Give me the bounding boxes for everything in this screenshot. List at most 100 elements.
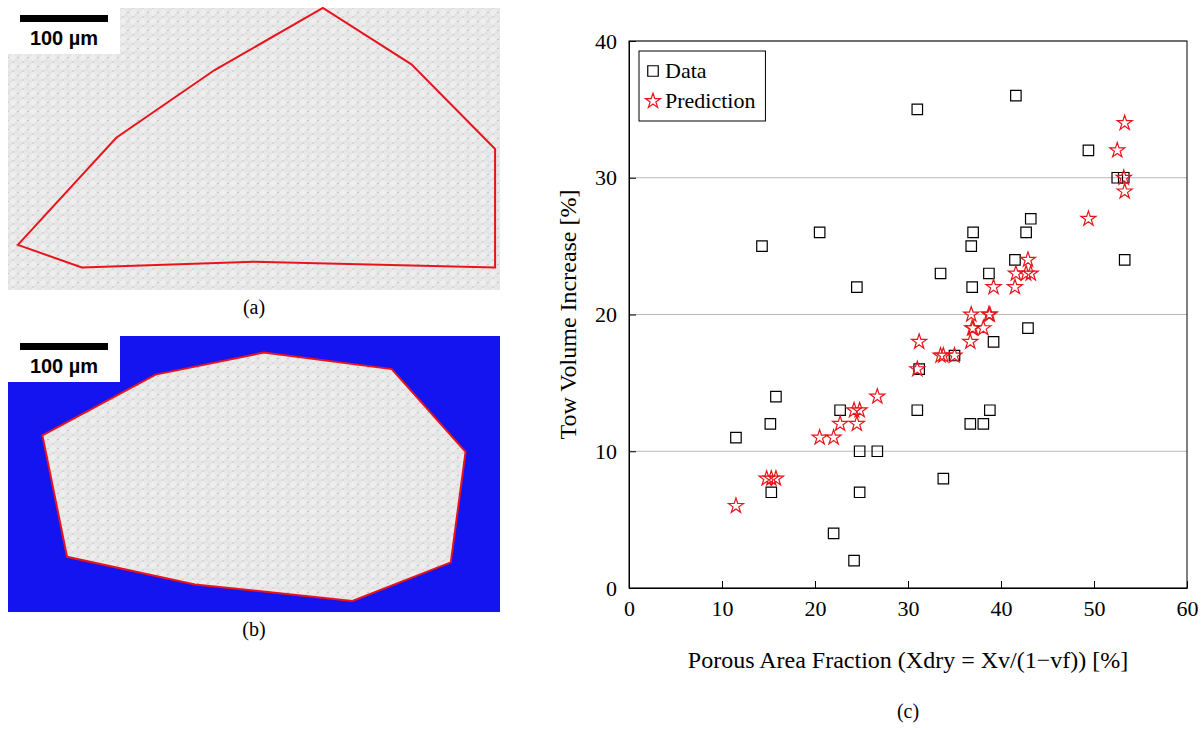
point [1020,252,1035,266]
point [757,241,767,251]
tick-label: 20 [805,596,827,621]
tick-mark [629,41,636,42]
point [872,446,882,456]
point [978,419,988,429]
tick: 10 [595,439,636,464]
axis: 0102030405060 [624,581,1199,621]
tick-label: 40 [991,596,1013,621]
point [812,430,827,444]
point [854,487,864,497]
image-panel: 100 µm [8,8,500,290]
point [912,405,922,415]
legend-label: Data [665,58,707,83]
point [771,391,781,401]
point [852,402,867,416]
point [768,471,783,485]
tick-mark [1001,581,1002,588]
y-axis-title: Tow Volume Increase [%] [555,189,581,439]
plot-frame [629,41,1187,588]
point [984,268,994,278]
point [1083,145,1093,155]
point [981,307,996,321]
point [966,241,976,251]
tick-label: 10 [712,596,734,621]
point [1119,255,1129,265]
tick-label: 40 [595,29,617,54]
tick: 40 [595,29,636,54]
series [728,115,1132,512]
grid-line [629,314,1187,315]
micrograph-background [8,8,500,290]
point [1081,211,1096,225]
point [1011,90,1021,100]
scale-bar-label: 100 µm [30,355,98,377]
panel-caption: (a) [243,296,265,319]
image-panel: 100 µm [8,336,500,612]
tick-label: 50 [1084,596,1106,621]
tick-mark [629,588,636,589]
point [1026,214,1036,224]
point [854,446,864,456]
point [910,361,925,375]
tick: 50 [1084,581,1106,621]
tick-mark [1094,581,1095,588]
point [985,405,995,415]
point [833,416,848,430]
point [988,337,998,347]
point [912,334,927,348]
point [826,430,841,444]
tick-mark [1187,581,1188,588]
scale-bar [20,343,108,350]
tow-boundary [18,8,495,267]
grid-line [629,451,1187,452]
tick-mark [815,581,816,588]
axis: 0 10 20 30 40 [595,29,636,601]
point [852,282,862,292]
tow-boundary [42,353,465,601]
scale-bar-background [8,336,120,382]
point [947,348,962,362]
point [935,268,945,278]
point [835,405,845,415]
legend-label: Prediction [665,88,755,113]
tick: 40 [991,581,1013,621]
point [976,320,991,334]
tick: 30 [595,165,636,190]
point [986,279,1001,293]
point [1021,227,1031,237]
scale-bar-background [8,8,120,54]
grid-line [629,177,1187,178]
tick-label: 10 [595,439,617,464]
point [965,419,975,429]
legend-box [639,51,765,121]
point [963,334,978,348]
tick-label: 60 [1177,596,1199,621]
point [968,227,978,237]
tick: 0 [606,576,636,601]
points [728,90,1132,565]
tick-label: 30 [595,165,617,190]
point [1007,279,1022,293]
point [1110,143,1125,157]
point [731,432,741,442]
point [967,282,977,292]
point [982,307,997,321]
grid [629,41,1187,588]
point [964,307,979,321]
legend: Data Prediction [639,51,765,121]
point [1117,184,1132,198]
point [870,389,885,403]
tick-label: 0 [624,596,635,621]
panel-caption: (c) [897,700,919,723]
point [766,487,776,497]
point [1023,266,1038,280]
tick-mark [629,178,636,179]
figure: 100 µm(a)100 µm(b)0102030405060010203040… [0,0,1204,734]
tick-label: 0 [606,576,617,601]
point [1117,115,1132,129]
point [1023,323,1033,333]
scale-bar [20,15,108,22]
tick-mark [629,451,636,452]
tick-label: 20 [595,302,617,327]
point [1116,170,1131,184]
